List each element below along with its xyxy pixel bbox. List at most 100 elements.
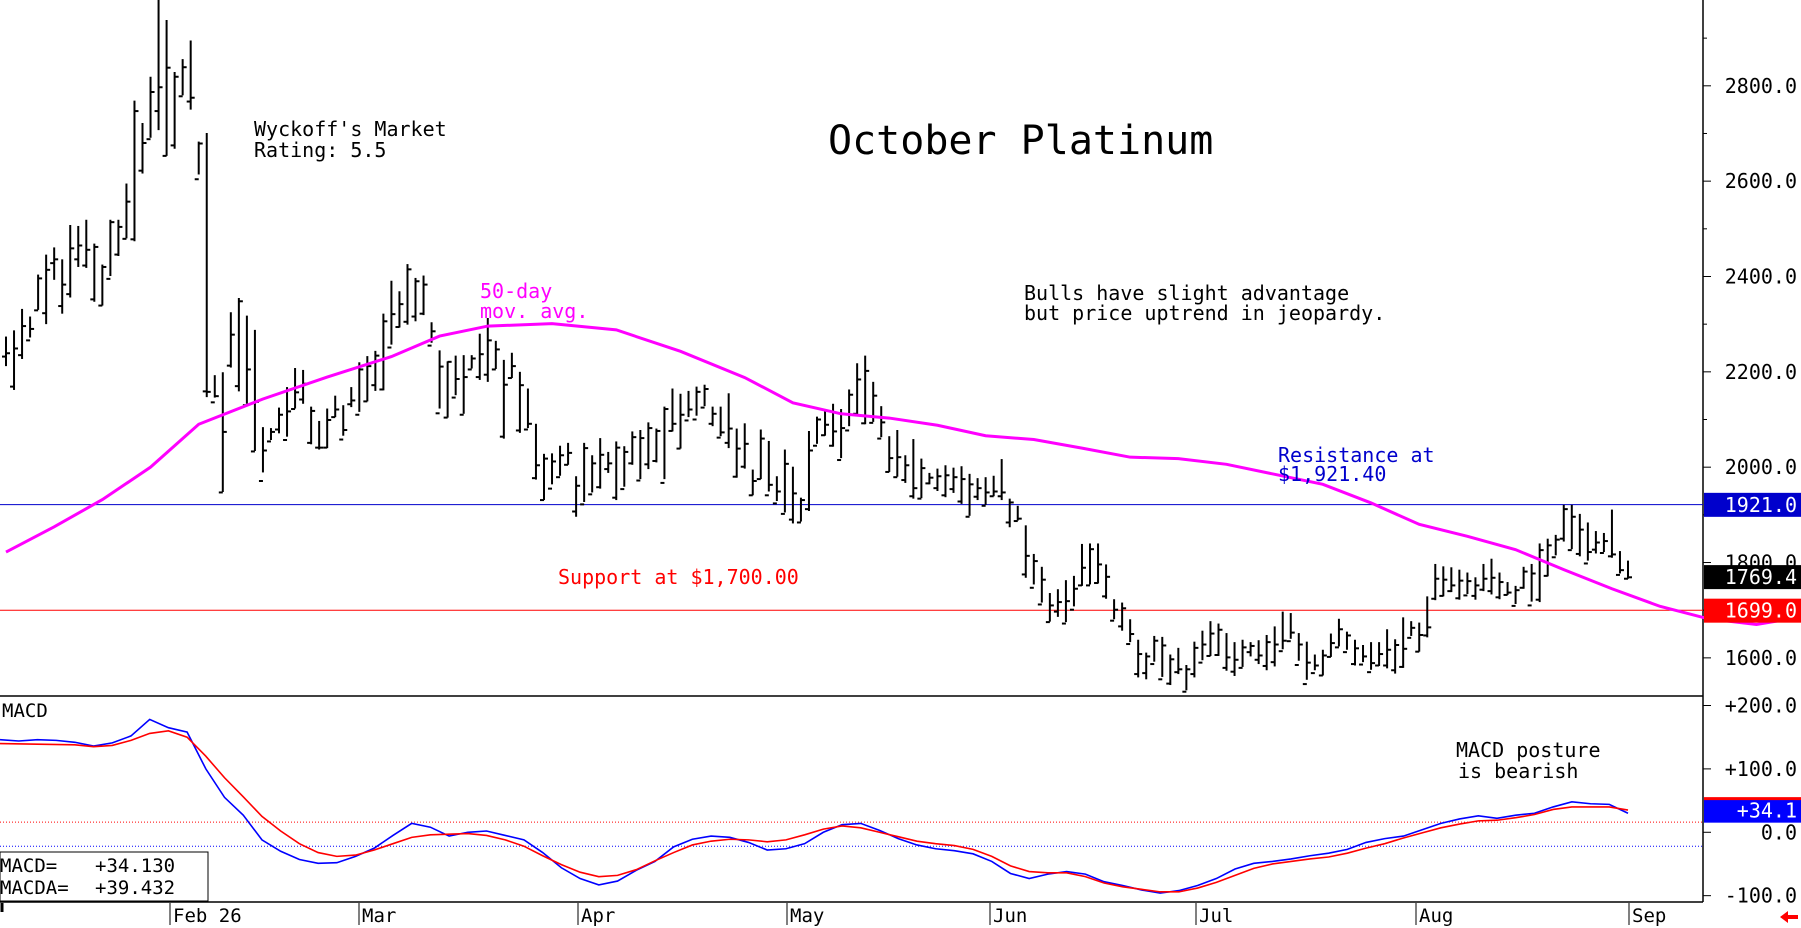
price-bar	[1479, 563, 1488, 592]
price-bar	[371, 350, 380, 391]
price-bar	[732, 428, 741, 478]
last-price-tag	[1704, 565, 1801, 590]
price-bar	[1166, 654, 1175, 686]
price-bar	[788, 466, 797, 524]
price-bar	[1150, 635, 1159, 666]
price-bar	[1439, 566, 1448, 597]
price-bar	[1230, 642, 1239, 676]
price-bar	[1591, 531, 1600, 554]
price-bar	[1118, 602, 1127, 631]
macd-y-tick-label: -100.0	[1725, 884, 1797, 908]
price-bar	[186, 40, 195, 110]
price-bar	[26, 316, 35, 342]
price-axis-ticks: 1600.01800.02000.02200.02400.02600.02800…	[1703, 37, 1797, 670]
price-bar	[845, 389, 854, 432]
price-bar	[162, 20, 171, 157]
price-bar	[1575, 513, 1584, 557]
price-bar	[1254, 640, 1263, 665]
price-bar	[772, 476, 781, 505]
price-bar-series	[2, 0, 1632, 693]
price-bar	[885, 436, 894, 473]
price-bar	[564, 442, 573, 466]
moving-average-label-line2: mov. avg.	[480, 299, 588, 323]
price-bar	[130, 100, 139, 242]
price-bar	[1069, 575, 1078, 611]
comment-line2: but price uptrend in jeopardy.	[1024, 301, 1385, 325]
price-bar	[411, 277, 420, 322]
price-bar	[676, 393, 685, 450]
x-tick-label: Jun	[993, 905, 1027, 927]
price-bar	[925, 472, 934, 485]
price-bar	[1214, 623, 1223, 657]
price-bar	[1246, 642, 1255, 657]
price-bar	[443, 360, 452, 419]
price-bar	[1367, 642, 1376, 674]
y-tick-label: 2000.0	[1725, 455, 1797, 479]
price-bar	[315, 420, 324, 450]
price-bar	[50, 247, 59, 280]
macd-tag-label: +34.1	[1737, 799, 1797, 823]
x-axis-labels: Feb 26 Mar Apr May Jun Jul Aug Sep	[0, 903, 1666, 927]
price-bar	[804, 430, 813, 512]
price-bar	[170, 71, 179, 149]
macd-readout-value: +34.130	[95, 855, 175, 877]
price-bar	[1045, 593, 1054, 624]
price-bar	[178, 59, 187, 98]
price-bar	[1142, 652, 1151, 680]
price-bar	[82, 219, 91, 268]
support-label: Support at $1,700.00	[558, 565, 799, 589]
macd-readout-box	[0, 851, 209, 902]
y-tick-label: 2600.0	[1725, 169, 1797, 193]
y-tick-label: 1600.0	[1725, 646, 1797, 670]
macd-comment-line2: is bearish	[1458, 759, 1578, 783]
price-bar	[347, 387, 356, 408]
price-bar	[1190, 641, 1199, 678]
price-bar	[1487, 558, 1496, 595]
scroll-left-icon[interactable]	[1780, 911, 1798, 923]
price-bar	[66, 225, 75, 298]
price-bar	[796, 497, 805, 524]
x-tick-label: May	[790, 905, 824, 927]
macd-comment-line1: MACD posture	[1456, 738, 1601, 762]
price-bar	[1222, 633, 1231, 671]
price-bar	[548, 453, 557, 490]
price-bar	[1037, 566, 1046, 606]
support-tag	[1704, 598, 1801, 623]
resistance-tag-label: 1921.0	[1725, 493, 1797, 517]
price-bar	[307, 406, 316, 445]
price-bar	[1294, 633, 1303, 667]
price-bar	[138, 122, 147, 174]
price-bar	[724, 393, 733, 449]
price-bar	[1278, 611, 1287, 653]
price-bar	[989, 475, 998, 498]
price-bar	[1503, 582, 1512, 596]
price-bar	[515, 371, 524, 433]
price-bar	[837, 409, 846, 462]
price-bar	[1567, 504, 1576, 552]
price-bar	[1270, 626, 1279, 667]
price-bar	[1519, 566, 1528, 589]
price-bar	[652, 428, 661, 463]
macd-readout: MACD= +34.130 MACDA= +39.432	[0, 851, 209, 902]
rating-label: Wyckoff's Market	[254, 117, 447, 141]
price-bar	[620, 446, 629, 491]
price-bar	[1615, 551, 1624, 576]
price-bar	[716, 406, 725, 439]
price-bar	[275, 407, 284, 434]
price-bar	[1399, 617, 1408, 668]
price-bar	[700, 384, 709, 409]
y-tick-label: 2800.0	[1725, 74, 1797, 98]
macd-y-tick-label: +100.0	[1725, 757, 1797, 781]
price-bar	[154, 0, 163, 131]
x-tick-label: Mar	[362, 905, 396, 927]
x-tick-label: Jul	[1199, 905, 1233, 927]
price-bar	[1455, 569, 1464, 600]
price-bar	[1086, 543, 1095, 587]
price-bar	[821, 411, 830, 437]
chart-title: October Platinum	[828, 118, 1213, 164]
price-bar	[740, 423, 749, 469]
x-tick-label: Aug	[1419, 905, 1453, 927]
price-bar	[612, 441, 621, 501]
price-bar	[1447, 567, 1456, 593]
